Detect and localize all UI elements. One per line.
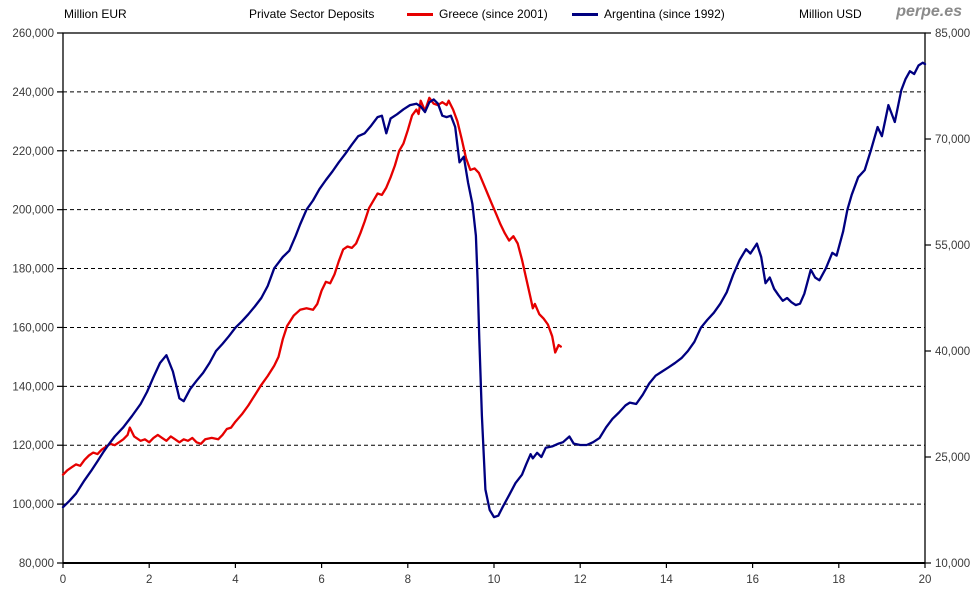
x-axis-tick-label: 4 <box>232 574 239 586</box>
right-axis-title: Million USD <box>799 7 862 21</box>
argentina-series-line <box>61 61 927 519</box>
legend-label-argentina: Argentina (since 1992) <box>604 7 725 21</box>
x-axis-tick-label: 12 <box>574 574 587 586</box>
left-axis-tick-label: 220,000 <box>12 146 54 158</box>
left-axis-tick-label: 100,000 <box>12 499 54 511</box>
x-axis-tick-label: 8 <box>405 574 411 586</box>
left-axis-tick-label: 180,000 <box>12 264 54 276</box>
left-axis-tick-label: 240,000 <box>12 87 54 99</box>
legend-label-greece: Greece (since 2001) <box>439 7 548 21</box>
greece-series-line <box>61 96 562 476</box>
x-axis-tick-label: 16 <box>746 574 759 586</box>
watermark-logo: perpe.es <box>896 3 962 20</box>
left-axis-tick-label: 120,000 <box>12 440 54 452</box>
chart-title: Private Sector Deposits <box>249 7 375 21</box>
left-axis-title: Million EUR <box>64 7 127 21</box>
argentina-line-swatch <box>572 12 598 16</box>
right-axis-tick-label: 85,000 <box>935 28 970 40</box>
x-axis-tick-label: 20 <box>919 574 932 586</box>
plot-frame <box>62 32 926 564</box>
x-axis-tick-label: 14 <box>660 574 673 586</box>
greece-line-swatch <box>407 12 433 16</box>
left-axis-tick-label: 260,000 <box>12 28 54 40</box>
x-axis-tick-label: 6 <box>318 574 324 586</box>
left-axis-tick-label: 200,000 <box>12 205 54 217</box>
x-axis-tick-label: 2 <box>146 574 152 586</box>
x-axis-tick-label: 18 <box>832 574 845 586</box>
right-axis-tick-label: 10,000 <box>935 558 970 570</box>
right-axis-tick-label: 70,000 <box>935 134 970 146</box>
legend-item-greece: Greece (since 2001) <box>407 6 548 22</box>
left-axis-tick-label: 80,000 <box>19 558 54 570</box>
right-axis-tick-label: 40,000 <box>935 346 970 358</box>
right-axis-tick-label: 55,000 <box>935 240 970 252</box>
x-axis-tick-label: 0 <box>60 574 66 586</box>
x-axis-tick-label: 10 <box>488 574 501 586</box>
left-axis-tick-label: 140,000 <box>12 381 54 393</box>
right-axis-tick-label: 25,000 <box>935 452 970 464</box>
left-axis-tick-label: 160,000 <box>12 322 54 334</box>
legend-item-argentina: Argentina (since 1992) <box>572 6 725 22</box>
